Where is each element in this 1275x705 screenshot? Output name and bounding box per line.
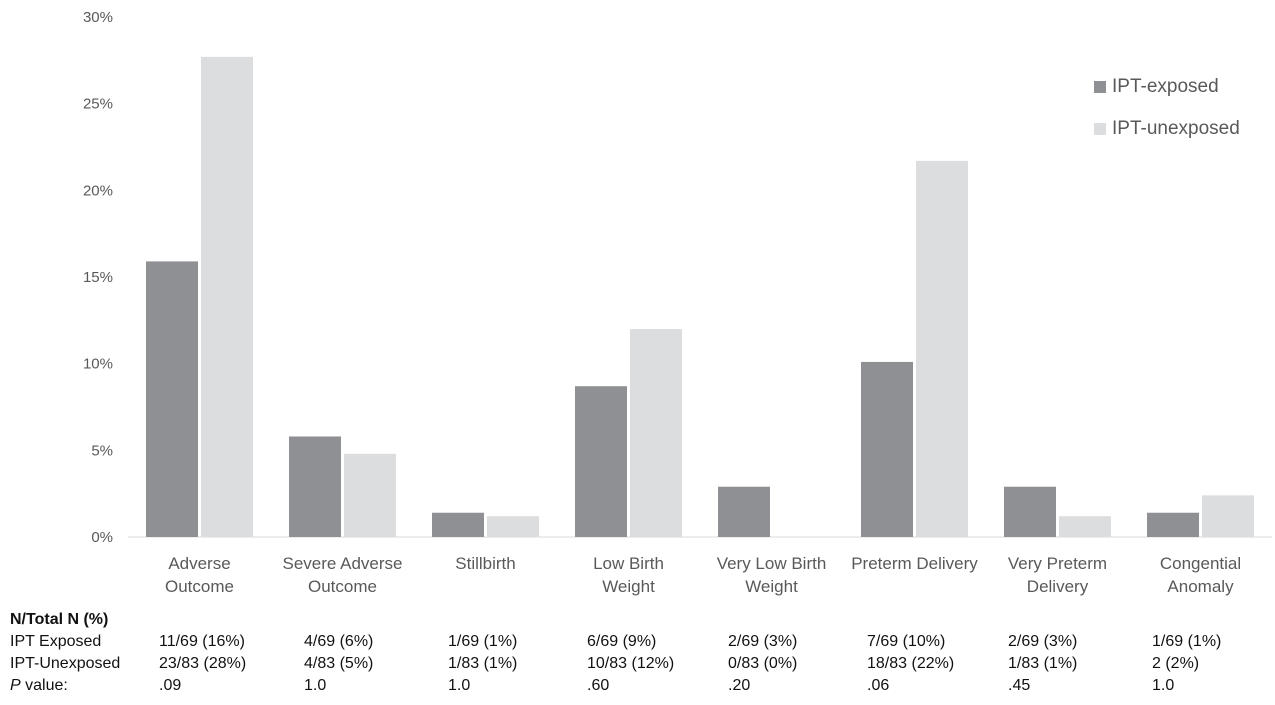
bar-exposed — [1147, 512, 1199, 537]
table-cell: 11/69 (16%) — [159, 633, 245, 650]
bar-exposed — [146, 261, 198, 537]
pvalue-cell: .20 — [728, 677, 751, 694]
bar-unexposed — [1202, 495, 1254, 537]
bar-exposed — [1004, 486, 1056, 537]
legend-swatch — [1094, 81, 1106, 93]
table-cell: 4/83 (5%) — [304, 655, 374, 672]
table-row-label: IPT-Unexposed — [10, 655, 121, 672]
x-category-label: Outcome — [308, 577, 377, 596]
table-cell: 2/69 (3%) — [728, 633, 798, 650]
x-category-label: Outcome — [165, 577, 234, 596]
pvalue-cell: .09 — [159, 677, 182, 694]
x-category-label: Adverse — [168, 554, 230, 573]
bar-exposed — [289, 436, 341, 537]
pvalue-cell: .60 — [587, 677, 610, 694]
table-cell: 10/83 (12%) — [587, 655, 675, 672]
table-cell: 23/83 (28%) — [159, 655, 247, 672]
x-category-label: Weight — [602, 577, 655, 596]
table-cell: 4/69 (6%) — [304, 633, 374, 650]
x-category-label: Very Preterm — [1008, 554, 1107, 573]
bar-unexposed — [344, 453, 396, 537]
bar-exposed — [575, 386, 627, 537]
table-cell: 1/69 (1%) — [448, 633, 518, 650]
x-category-label: Low Birth — [593, 554, 664, 573]
bar-unexposed — [201, 56, 253, 537]
y-tick-label: 25% — [83, 96, 113, 113]
x-category-label: Weight — [745, 577, 798, 596]
bar-unexposed — [916, 160, 968, 537]
x-category-label: Severe Adverse — [282, 554, 402, 573]
legend-label: IPT-unexposed — [1112, 118, 1240, 139]
x-category-label: Preterm Delivery — [851, 554, 978, 573]
bar-unexposed — [487, 516, 539, 537]
pvalue-cell: 1.0 — [1152, 677, 1175, 694]
y-tick-label: 5% — [91, 442, 113, 459]
table-cell: 2/69 (3%) — [1008, 633, 1078, 650]
pvalue-cell: .45 — [1008, 677, 1031, 694]
y-tick-label: 30% — [83, 9, 113, 26]
bar-unexposed — [1059, 516, 1111, 537]
table-cell: 18/83 (22%) — [867, 655, 955, 672]
x-category-label: Delivery — [1027, 577, 1089, 596]
table-cell: 2 (2%) — [1152, 655, 1200, 672]
x-category-label: Congential — [1160, 554, 1241, 573]
pvalue-row-label: P value: — [10, 677, 68, 694]
bar-exposed — [432, 512, 484, 537]
x-category-label: Stillbirth — [455, 554, 515, 573]
y-tick-label: 0% — [91, 529, 113, 546]
y-tick-label: 20% — [83, 182, 113, 199]
bar-exposed — [861, 361, 913, 537]
x-category-label: Very Low Birth — [717, 554, 827, 573]
pvalue-cell: 1.0 — [304, 677, 327, 694]
pvalue-cell: .06 — [867, 677, 890, 694]
table-cell: 1/83 (1%) — [1008, 655, 1078, 672]
table-row-label: IPT Exposed — [10, 633, 102, 650]
table-cell: 1/69 (1%) — [1152, 633, 1222, 650]
bar-exposed — [718, 486, 770, 537]
table-cell: 0/83 (0%) — [728, 655, 798, 672]
legend-swatch — [1094, 123, 1106, 135]
table-cell: 1/83 (1%) — [448, 655, 518, 672]
legend-label: IPT-exposed — [1112, 76, 1219, 97]
x-category-label: Anomaly — [1167, 577, 1234, 596]
table-cell: 6/69 (9%) — [587, 633, 657, 650]
table-cell: 7/69 (10%) — [867, 633, 946, 650]
pvalue-cell: 1.0 — [448, 677, 471, 694]
bar-unexposed — [630, 329, 682, 537]
y-tick-label: 15% — [83, 269, 113, 286]
table-title: N/Total N (%) — [10, 611, 109, 628]
y-tick-label: 10% — [83, 356, 113, 373]
